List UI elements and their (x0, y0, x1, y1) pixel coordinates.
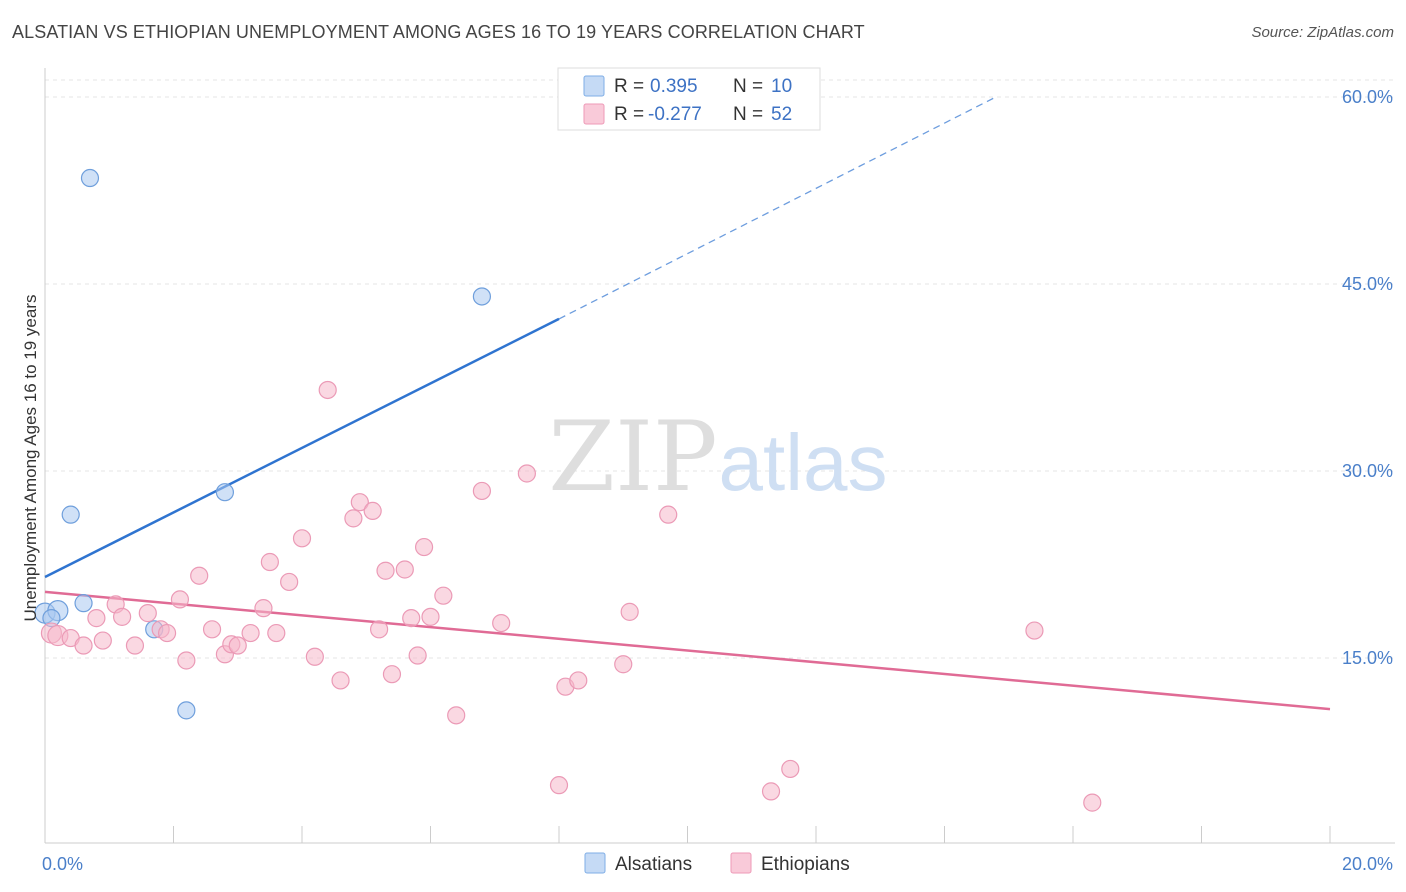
ethiopians-point (492, 613, 511, 633)
watermark-zip: ZIP (548, 401, 717, 513)
x-tick-label-max: 20.0% (1342, 854, 1393, 874)
ethiopians-point (1083, 793, 1102, 812)
y-tick-label-30: 30.0% (1342, 461, 1393, 481)
ethiopians-point (177, 651, 196, 670)
ethiopians-point (138, 604, 157, 623)
ethiopians-point (202, 620, 222, 639)
ethiopians-point (125, 636, 145, 655)
ethiopians-point (414, 537, 434, 557)
y-tick-label-15: 15.0% (1342, 648, 1393, 668)
alsatians-point (177, 701, 196, 720)
ethiopians-point (761, 782, 781, 801)
watermark-atlas: atlas (719, 418, 888, 507)
alsatians-trend-extension (558, 96, 997, 320)
alsatians-n-value: 10 (771, 76, 792, 97)
ethiopians-n-label: N = (733, 104, 763, 125)
ethiopians-point (408, 646, 427, 665)
ethiopians-point (517, 464, 536, 483)
source-label: Source: ZipAtlas.com (1251, 24, 1394, 41)
ethiopians-point (228, 636, 247, 655)
ethiopians-point (395, 560, 414, 579)
tick-labels: 15.0% 30.0% 45.0% 60.0% 0.0% 20.0% (42, 87, 1393, 874)
ethiopians-point (781, 759, 800, 779)
ethiopians-point (157, 623, 177, 643)
alsatians-n-label: N = (733, 76, 763, 97)
alsatians-point (472, 287, 491, 306)
ethiopians-point (1025, 621, 1044, 640)
ethiopians-point (318, 380, 337, 400)
ethiopians-point (254, 599, 273, 618)
legend-ethiopians-label: Ethiopians (761, 854, 850, 875)
alsatians-swatch (583, 75, 605, 97)
y-tick-label-45: 45.0% (1342, 274, 1393, 294)
legend-ethiopians-swatch (730, 852, 752, 874)
legend-alsatians-swatch (584, 852, 606, 874)
ethiopians-point (280, 572, 299, 592)
series-ethiopians-points (40, 380, 1102, 812)
alsatians-point (215, 483, 234, 502)
ethiopians-point (87, 609, 106, 628)
ethiopians-point (260, 552, 279, 572)
ethiopians-point (350, 493, 369, 512)
ethiopians-point (241, 623, 260, 643)
alsatians-r-value: 0.395 (650, 76, 698, 97)
grid-lines (45, 79, 1395, 659)
x-tick-label-min: 0.0% (42, 854, 83, 874)
alsatians-r-label: R = (614, 76, 644, 97)
alsatians-trend-line (44, 317, 560, 579)
ethiopians-point (549, 776, 569, 795)
legend-alsatians-label: Alsatians (615, 854, 692, 875)
watermark: ZIP atlas (548, 401, 887, 513)
ethiopians-point (292, 529, 312, 548)
ethiopians-point (382, 665, 402, 684)
ethiopians-point (620, 602, 639, 621)
alsatians-point (80, 168, 100, 188)
ethiopians-swatch (583, 103, 605, 125)
ethiopians-point (331, 671, 350, 690)
ethiopians-n-value: 52 (771, 104, 792, 125)
ethiopians-point (190, 566, 209, 585)
ethiopians-point (402, 609, 421, 628)
ethiopians-point (170, 590, 190, 609)
ethiopians-point (305, 647, 324, 666)
series-legend: Alsatians Ethiopians (584, 852, 850, 875)
ethiopians-point (569, 671, 588, 690)
ethiopians-point (472, 481, 491, 501)
series-alsatians-points (34, 168, 491, 720)
chart-title: ALSATIAN VS ETHIOPIAN UNEMPLOYMENT AMONG… (12, 22, 865, 42)
ethiopians-point (421, 607, 440, 626)
ethiopians-point (434, 586, 453, 605)
y-tick-label-60: 60.0% (1342, 87, 1393, 107)
ethiopians-point (74, 636, 93, 655)
alsatians-point (61, 505, 80, 524)
ethiopians-r-value: -0.277 (648, 104, 702, 125)
axes (44, 68, 1395, 844)
y-axis-label: Unemployment Among Ages 16 to 19 years (21, 295, 40, 622)
ethiopians-r-label: R = (614, 104, 644, 125)
alsatians-point (74, 594, 93, 613)
ethiopians-point (376, 561, 395, 580)
ethiopians-point (112, 607, 132, 626)
ethiopians-point (93, 631, 112, 650)
ethiopians-point (370, 620, 389, 639)
ethiopians-point (659, 505, 678, 524)
ethiopians-point (614, 655, 633, 674)
ethiopians-point (447, 706, 466, 725)
data-points (34, 168, 1102, 812)
ethiopians-point (267, 623, 286, 643)
stats-legend: R = 0.395 N = 10 R = -0.277 N = 52 (557, 67, 821, 131)
ethiopians-point (363, 501, 382, 520)
ethiopians-point (344, 509, 363, 528)
